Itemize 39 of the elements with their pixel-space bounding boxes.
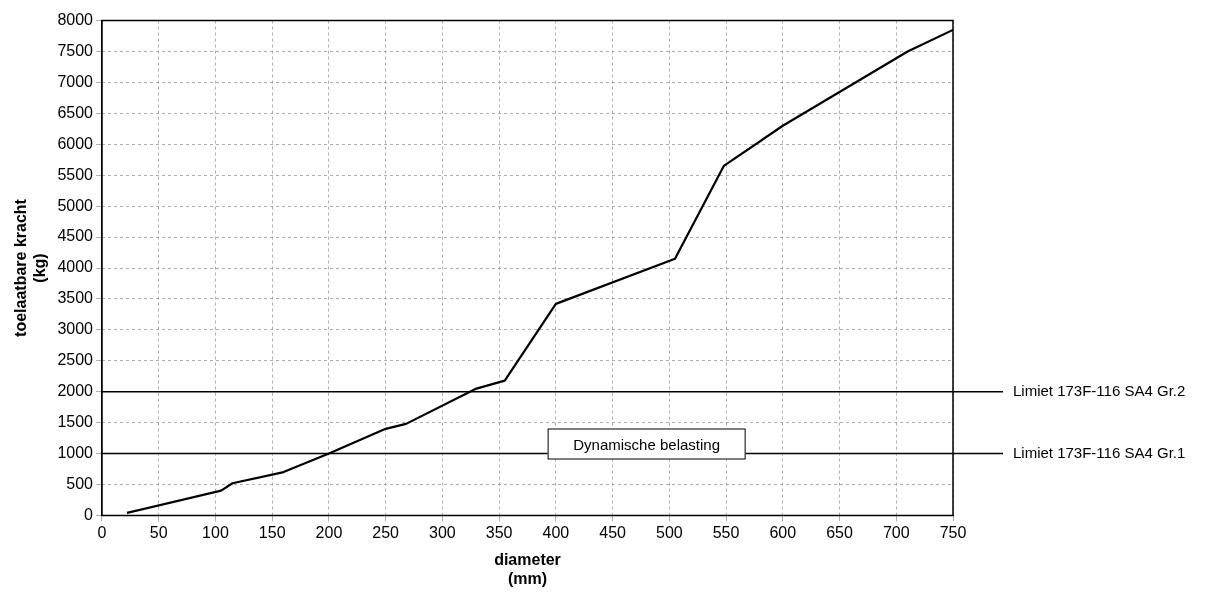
ref-line-label: Limiet 173F-116 SA4 Gr.1 <box>1013 443 1186 461</box>
y-tick-label: 7500 <box>57 41 94 59</box>
y-tick-label: 5500 <box>57 165 94 183</box>
x-tick-label: 750 <box>939 524 967 542</box>
x-tick-label: 250 <box>372 524 400 542</box>
x-tick-label: 600 <box>769 524 797 542</box>
x-tick-label: 0 <box>97 524 107 542</box>
y-tick-label: 4500 <box>57 227 94 245</box>
x-tick-label: 450 <box>599 524 627 542</box>
x-tick-label: 50 <box>149 524 168 542</box>
y-tick-label: 5000 <box>57 196 94 214</box>
x-tick-label: 550 <box>712 524 740 542</box>
x-axis-title: diameter (mm) <box>494 550 561 587</box>
x-tick-label: 400 <box>542 524 570 542</box>
y-tick-label: 8000 <box>57 11 94 29</box>
y-tick-label: 2000 <box>57 382 94 400</box>
x-tick-label: 650 <box>826 524 853 542</box>
x-tick-label: 500 <box>655 524 683 542</box>
y-tick-label: 3000 <box>57 320 94 338</box>
annotation: Dynamische belasting <box>573 435 720 453</box>
y-tick-label: 1500 <box>57 413 94 431</box>
ref-line-label: Limiet 173F-116 SA4 Gr.2 <box>1013 381 1186 399</box>
y-axis-title: toelaatbare kracht (kg) <box>12 198 49 337</box>
text-box: Dynamische belasting <box>547 428 746 460</box>
y-tick-label: 3500 <box>57 289 94 307</box>
x-tick-label: 200 <box>315 524 343 542</box>
y-tick-label: 6000 <box>57 134 94 152</box>
y-tick-label: 6500 <box>57 103 94 121</box>
x-tick-label: 150 <box>258 524 286 542</box>
x-tick-label: 700 <box>882 524 910 542</box>
y-tick-label: 1000 <box>57 443 94 461</box>
y-tick-label: 2500 <box>57 351 94 369</box>
x-tick-label: 100 <box>202 524 229 542</box>
y-tick-label: 0 <box>84 505 94 523</box>
x-tick-label: 350 <box>485 524 513 542</box>
y-tick-label: 4000 <box>57 258 94 276</box>
y-tick-label: 7000 <box>57 72 94 90</box>
x-tick-label: 300 <box>429 524 456 542</box>
y-tick-label: 500 <box>66 474 94 492</box>
